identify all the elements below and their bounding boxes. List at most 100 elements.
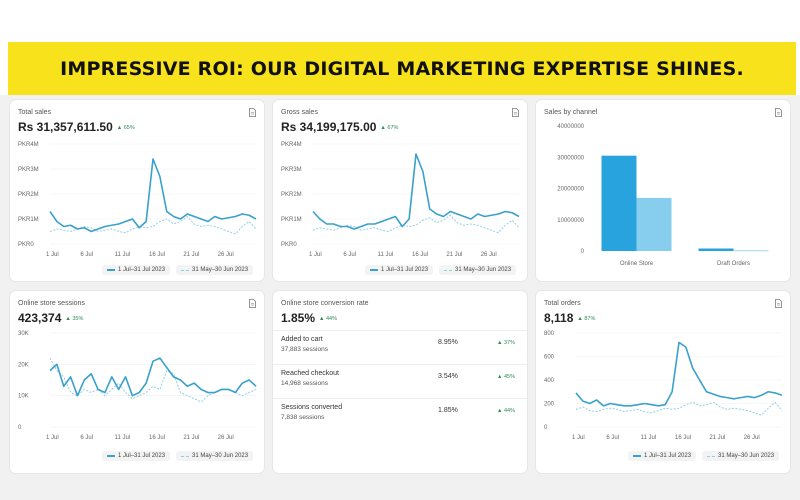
series-line-current	[312, 153, 520, 230]
y-tick-label: PKR0	[18, 242, 34, 248]
funnel-step-label: Reached checkout	[281, 370, 339, 377]
dashed-line-icon	[181, 455, 190, 457]
y-tick-label: 20000000	[557, 187, 584, 193]
funnel-step-sessions: 7,838 sessions	[281, 414, 325, 421]
conversion-rate-value: 1.85% ▲ 44%	[281, 311, 338, 325]
series-line-previous	[312, 214, 520, 234]
y-tick-label: 0	[18, 425, 22, 431]
x-tick-label: 1 Jul	[309, 252, 322, 258]
conversion-rate-card[interactable]: Online store conversion rate 1.85% ▲ 44% …	[273, 291, 527, 473]
x-tick-label: 21 Jul	[709, 435, 725, 441]
total-sales-chart: PKR0 PKR1M PKR2M PKR3M PKR4M 1 Jul 6 Jul 11 Jul…	[18, 142, 257, 258]
sales-by-channel-card[interactable]: Sales by channel 0 10000000 20000000 300000…	[536, 100, 790, 281]
x-tick-label: 26 Jul	[218, 252, 234, 258]
x-tick-label: 11 Jul	[115, 252, 131, 258]
document-icon[interactable]	[775, 108, 782, 117]
solid-line-icon	[633, 455, 641, 457]
x-tick-label: 6 Jul	[80, 252, 93, 258]
y-tick-label: 0	[544, 425, 548, 431]
legend-item-previous[interactable]: 31 May–30 Jun 2023	[176, 265, 254, 275]
y-tick-label: 200	[544, 402, 555, 408]
x-tick-label: 11 Jul	[378, 252, 394, 258]
sessions-value: 423,374 ▲ 35%	[18, 311, 84, 325]
legend-item-previous[interactable]: 31 May–30 Jun 2023	[702, 451, 780, 461]
series-line-current	[49, 357, 257, 397]
funnel-step-sessions: 37,883 sessions	[281, 346, 328, 353]
funnel-step-label: Added to cart	[281, 336, 323, 343]
legend-item-current[interactable]: 1 Jul–31 Jul 2023	[365, 265, 434, 275]
series-line-previous	[575, 401, 783, 416]
x-tick-label: 26 Jul	[744, 435, 760, 441]
solid-line-icon	[107, 455, 115, 457]
solid-line-icon	[107, 269, 115, 271]
funnel-row-sessions-converted: Sessions converted 7,838 sessions 1.85% …	[273, 398, 527, 430]
category-label: Draft Orders	[717, 261, 750, 267]
funnel-step-rate: 3.54%	[438, 373, 458, 380]
series-line-previous	[49, 215, 257, 235]
chart-legend: 1 Jul–31 Jul 2023 31 May–30 Jun 2023	[102, 451, 254, 461]
document-icon[interactable]	[249, 299, 256, 308]
y-tick-label: 600	[544, 355, 555, 361]
chart-legend: 1 Jul–31 Jul 2023 31 May–30 Jun 2023	[628, 451, 780, 461]
y-tick-label: PKR2M	[281, 192, 302, 198]
document-icon[interactable]	[775, 299, 782, 308]
total-sales-value: Rs 31,357,611.50 ▲ 65%	[18, 120, 135, 134]
card-title: Total orders	[544, 300, 581, 307]
gross-sales-chart: PKR0 PKR1M PKR2M PKR3M PKR4M 1 Jul 6 Jul 11 Jul…	[281, 142, 520, 258]
gross-sales-value: Rs 34,199,175.00 ▲ 67%	[281, 120, 399, 134]
card-title: Sales by channel	[544, 109, 598, 116]
x-tick-label: 1 Jul	[572, 435, 585, 441]
funnel-step-change: ▲ 44%	[497, 408, 515, 414]
y-tick-label: 10000000	[557, 218, 584, 224]
funnel-step-change: ▲ 37%	[497, 340, 515, 346]
total-sales-card[interactable]: Total sales Rs 31,357,611.50 ▲ 65% PKR0 PK…	[10, 100, 264, 281]
gross-sales-card[interactable]: Gross sales Rs 34,199,175.00 ▲ 67% PKR0 PK…	[273, 100, 527, 281]
legend-item-previous[interactable]: 31 May–30 Jun 2023	[176, 451, 254, 461]
y-tick-label: 20K	[18, 362, 29, 368]
legend-item-current[interactable]: 1 Jul–31 Jul 2023	[102, 451, 171, 461]
x-tick-label: 16 Jul	[675, 435, 691, 441]
sessions-card[interactable]: Online store sessions 423,374 ▲ 35% 0 10K 2…	[10, 291, 264, 473]
dashed-line-icon	[444, 269, 453, 271]
legend-item-current[interactable]: 1 Jul–31 Jul 2023	[102, 265, 171, 275]
sessions-chart: 0 10K 20K 30K 1 Jul 6 Jul 11 Jul 16 Jul 21 Jul 26…	[18, 331, 257, 441]
y-tick-label: PKR4M	[18, 142, 39, 148]
y-tick-label: PKR3M	[281, 167, 302, 173]
change-badge: ▲ 87%	[577, 315, 596, 322]
legend-item-current[interactable]: 1 Jul–31 Jul 2023	[628, 451, 697, 461]
change-badge: ▲ 35%	[65, 315, 84, 322]
change-badge: ▲ 44%	[319, 315, 338, 322]
total-orders-card[interactable]: Total orders 8,118 ▲ 87% 0 200 400 600 800 1 J…	[536, 291, 790, 473]
x-tick-label: 11 Jul	[115, 435, 131, 441]
x-tick-label: 6 Jul	[343, 252, 356, 258]
total-orders-chart: 0 200 400 600 800 1 Jul 6 Jul 11 Jul 16 Jul 21 Ju…	[544, 331, 783, 441]
total-orders-value: 8,118 ▲ 87%	[544, 311, 596, 325]
dashed-line-icon	[707, 455, 716, 457]
document-icon[interactable]	[249, 108, 256, 117]
x-tick-label: 1 Jul	[46, 252, 59, 258]
bar	[733, 250, 769, 252]
bar	[636, 197, 672, 251]
bar	[698, 248, 734, 251]
y-tick-label: PKR1M	[281, 217, 302, 223]
banner-title: IMPRESSIVE ROI: OUR DIGITAL MARKETING EX…	[60, 57, 744, 80]
series-line-previous	[49, 357, 257, 403]
document-icon[interactable]	[512, 108, 519, 117]
y-tick-label: PKR1M	[18, 217, 39, 223]
y-tick-label: PKR2M	[18, 192, 39, 198]
y-tick-label: PKR3M	[18, 167, 39, 173]
chart-legend: 1 Jul–31 Jul 2023 31 May–30 Jun 2023	[365, 265, 517, 275]
legend-item-previous[interactable]: 31 May–30 Jun 2023	[439, 265, 517, 275]
y-tick-label: PKR0	[281, 242, 297, 248]
headline-banner: IMPRESSIVE ROI: OUR DIGITAL MARKETING EX…	[8, 42, 796, 95]
series-line-current	[575, 341, 783, 407]
card-title: Online store conversion rate	[281, 300, 369, 307]
y-tick-label: 400	[544, 378, 555, 384]
dashed-line-icon	[181, 269, 190, 271]
x-tick-label: 21 Jul	[183, 435, 199, 441]
x-tick-label: 16 Jul	[149, 252, 165, 258]
x-tick-label: 26 Jul	[218, 435, 234, 441]
bar	[601, 155, 637, 251]
series-line-current	[49, 158, 257, 233]
x-tick-label: 6 Jul	[606, 435, 619, 441]
